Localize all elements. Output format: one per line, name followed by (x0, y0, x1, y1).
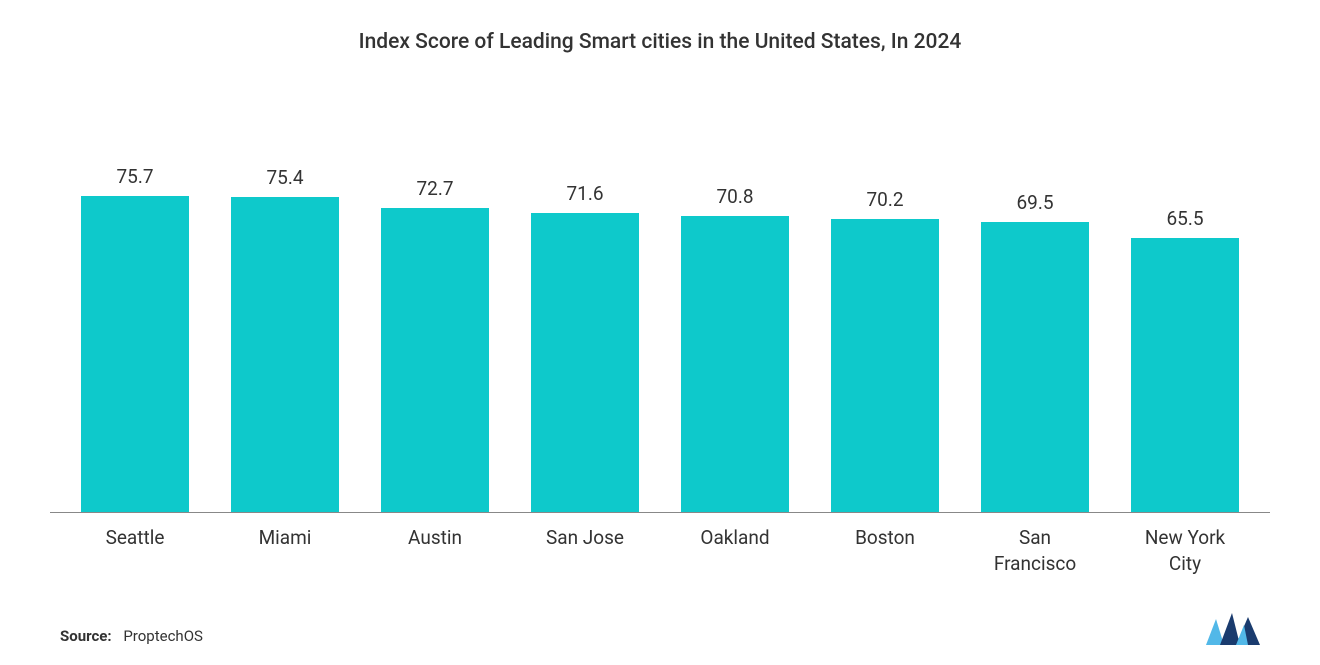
bar (381, 208, 489, 512)
x-axis-label: Austin (360, 525, 510, 583)
source-attribution: Source: ProptechOS (60, 627, 203, 645)
bar (231, 197, 339, 512)
bar-value-label: 72.7 (416, 177, 453, 200)
x-axis-labels: SeattleMiamiAustinSan JoseOaklandBostonS… (50, 513, 1270, 583)
bar-value-label: 69.5 (1016, 191, 1053, 214)
bar (981, 222, 1089, 513)
bar (81, 196, 189, 512)
plot-area: 75.7 75.4 72.7 71.6 70.8 70.2 69.5 65.5 (50, 94, 1270, 513)
bar-group: 69.5 (960, 94, 1110, 512)
bar-value-label: 70.8 (716, 185, 753, 208)
x-axis-label: Miami (210, 525, 360, 583)
bar-group: 72.7 (360, 94, 510, 512)
chart-title: Index Score of Leading Smart cities in t… (50, 30, 1270, 54)
bar-group: 65.5 (1110, 94, 1260, 512)
bar (681, 216, 789, 512)
bar (1131, 238, 1239, 512)
bar (531, 213, 639, 512)
x-axis-label: Oakland (660, 525, 810, 583)
bar-group: 75.7 (60, 94, 210, 512)
x-axis-label: SanFrancisco (960, 525, 1110, 583)
bar-value-label: 71.6 (566, 182, 603, 205)
x-axis-label: San Jose (510, 525, 660, 583)
x-axis-label: New YorkCity (1110, 525, 1260, 583)
bar-group: 70.2 (810, 94, 960, 512)
bar-group: 70.8 (660, 94, 810, 512)
bar-value-label: 65.5 (1166, 207, 1203, 230)
bar (831, 219, 939, 512)
x-axis-label: Seattle (60, 525, 210, 583)
source-value: ProptechOS (123, 627, 203, 645)
bar-value-label: 75.4 (266, 166, 303, 189)
chart-footer: Source: ProptechOS (50, 583, 1270, 645)
x-axis-label: Boston (810, 525, 960, 583)
bar-group: 75.4 (210, 94, 360, 512)
chart-container: Index Score of Leading Smart cities in t… (0, 0, 1320, 665)
bar-value-label: 70.2 (866, 188, 903, 211)
bar-value-label: 75.7 (116, 165, 153, 188)
bar-group: 71.6 (510, 94, 660, 512)
source-label: Source: (60, 627, 112, 645)
brand-logo (1206, 613, 1260, 645)
